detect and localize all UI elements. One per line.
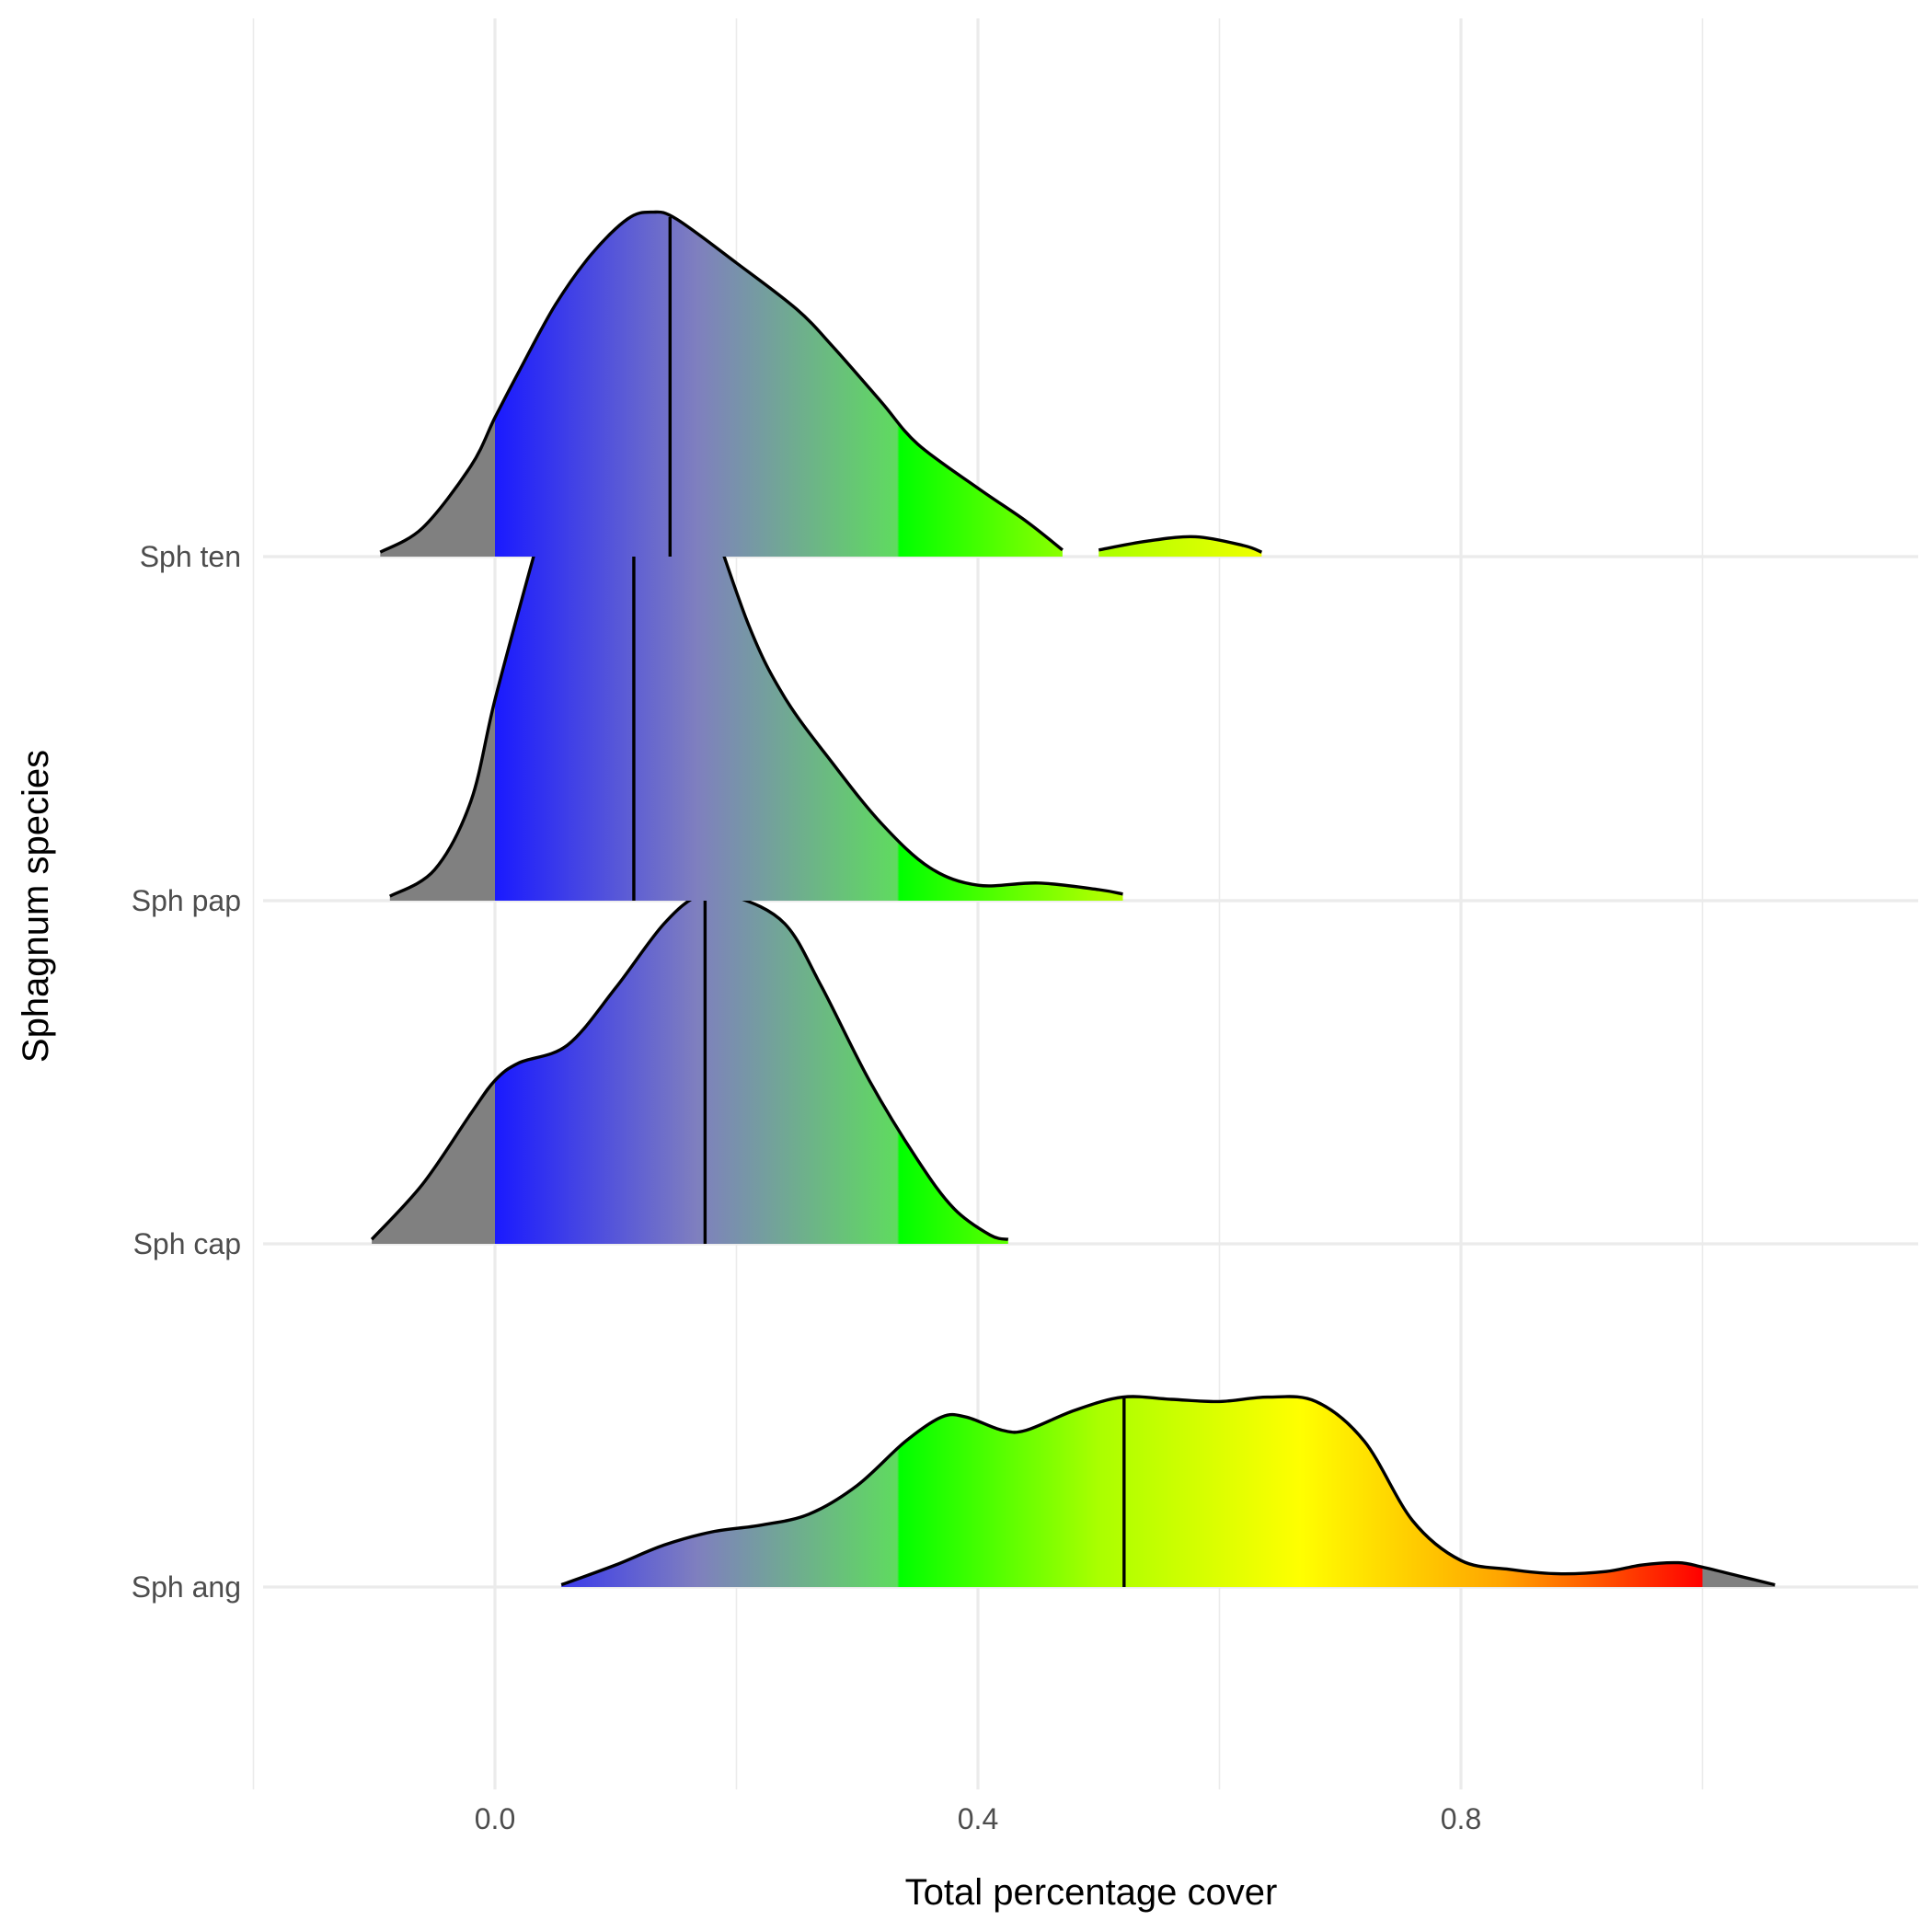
y-tick-label: Sph pap xyxy=(132,884,241,917)
y-tick-label: Sph ang xyxy=(132,1570,241,1604)
ridge-area xyxy=(372,892,1008,1244)
y-tick-label: Sph cap xyxy=(133,1227,241,1260)
ridge-outline xyxy=(379,210,1064,554)
x-tick-label: 0.4 xyxy=(958,1802,998,1835)
y-axis-title: Sphagnum species xyxy=(16,750,56,1063)
ridge-area xyxy=(561,1396,1776,1587)
ridge-outline xyxy=(560,1395,1776,1587)
ridge-outline xyxy=(1098,535,1263,554)
ridge-sph-cap xyxy=(370,891,1009,1244)
ridge-sph-ang xyxy=(560,1395,1776,1587)
ridges xyxy=(370,210,1776,1587)
ridge-sph-ten xyxy=(379,210,1263,557)
x-tick-label: 0.8 xyxy=(1441,1802,1481,1835)
ridge-area xyxy=(380,212,1063,557)
y-axis-tick-labels: Sph ten Sph pap Sph cap Sph ang xyxy=(132,540,241,1604)
x-axis-tick-labels: 0.0 0.4 0.8 xyxy=(475,1802,1481,1835)
y-tick-label: Sph ten xyxy=(140,540,241,573)
x-axis-title: Total percentage cover xyxy=(905,1872,1278,1913)
x-tick-label: 0.0 xyxy=(475,1802,515,1835)
